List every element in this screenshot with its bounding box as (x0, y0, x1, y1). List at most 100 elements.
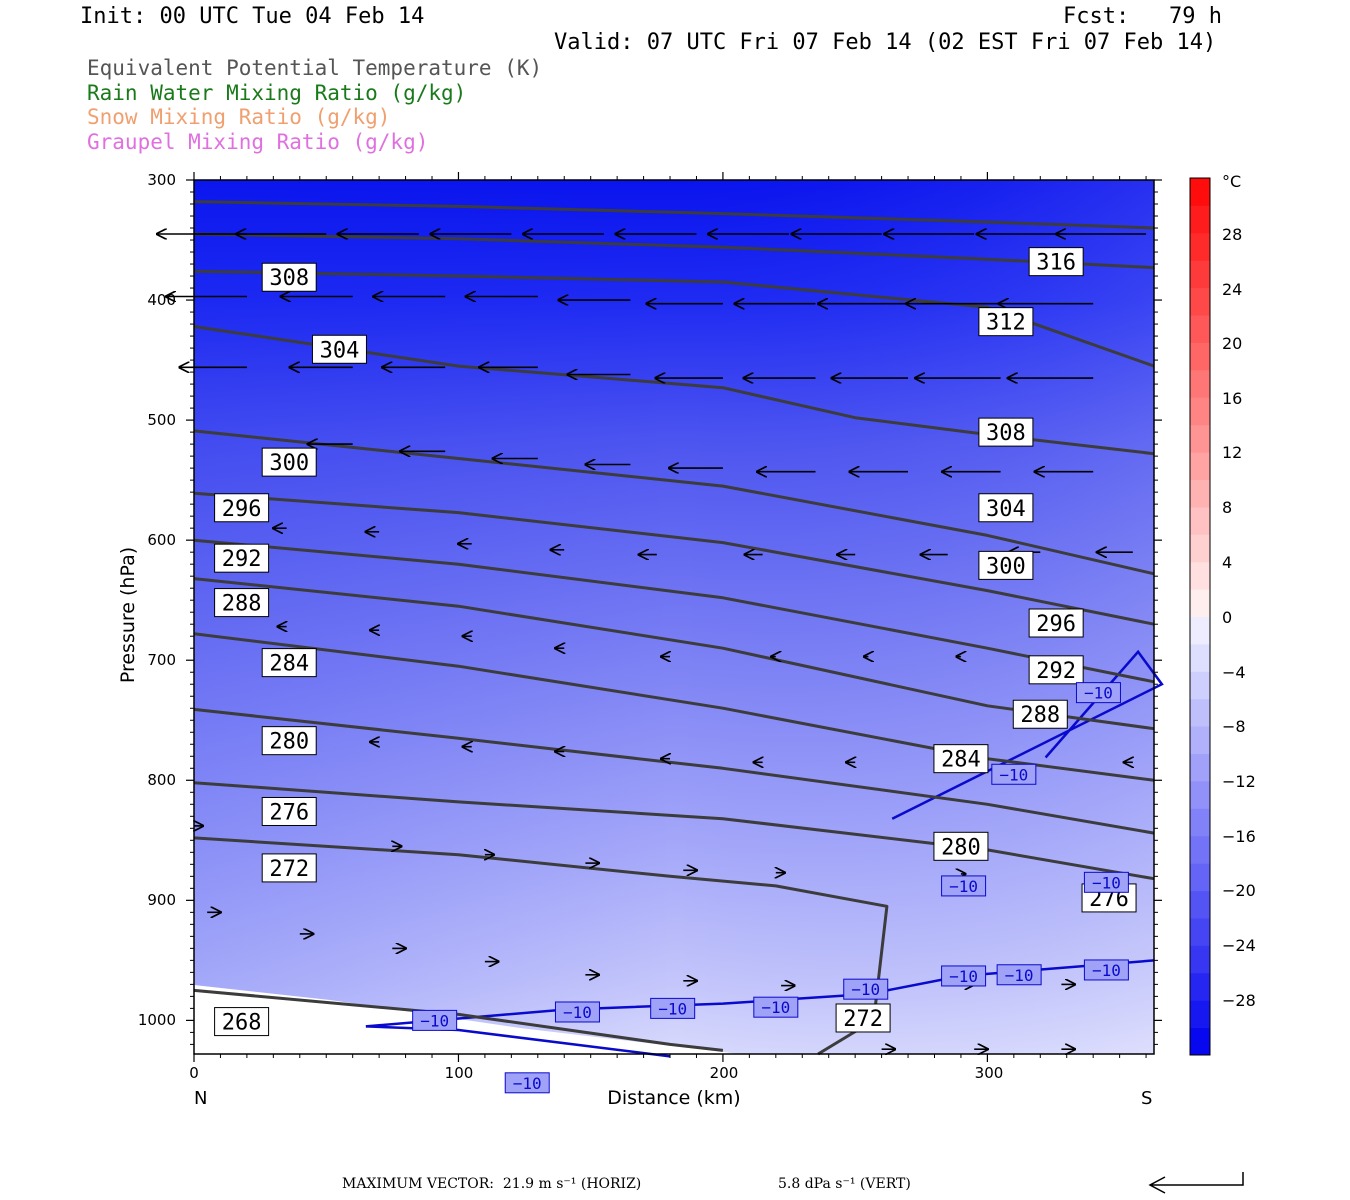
colorbar (1189, 177, 1211, 1056)
svg-text:280: 280 (269, 730, 309, 755)
colorbar-swatch (1190, 671, 1210, 700)
svg-text:316: 316 (1036, 251, 1076, 276)
svg-text:284: 284 (941, 748, 981, 773)
theta-e-label: 292 (1028, 655, 1084, 685)
svg-text:−10: −10 (563, 1003, 592, 1022)
svg-text:292: 292 (1036, 659, 1076, 684)
colorbar-label: 4 (1222, 553, 1233, 572)
plot-frame (193, 179, 1155, 1055)
colorbar-label: −20 (1222, 881, 1256, 900)
max-vector-horiz: MAXIMUM VECTOR: 21.9 m s⁻¹ (HORIZ) (342, 1176, 642, 1192)
x-tick-label: 100 (444, 1064, 474, 1082)
theta-e-label: 268 (214, 1007, 270, 1037)
colorbar-swatch (1190, 232, 1210, 261)
theta-e-label: 280 (261, 726, 317, 756)
colorbar-label: 12 (1222, 443, 1243, 462)
colorbar-swatch (1190, 808, 1210, 837)
colorbar-swatch (1190, 753, 1210, 782)
colorbar-label: −4 (1222, 663, 1246, 682)
theta-e-label: 272 (835, 1003, 891, 1033)
theta-e-contour (193, 429, 1155, 576)
theta-e-contour (193, 632, 1155, 782)
theta-e-label: 284 (933, 744, 989, 774)
svg-text:−10: −10 (1005, 966, 1034, 985)
theta-e-contour (193, 707, 1155, 835)
colorbar-swatch (1190, 890, 1210, 919)
svg-text:−10: −10 (513, 1074, 542, 1093)
x-tick-label: 300 (974, 1064, 1004, 1082)
svg-text:−10: −10 (1084, 684, 1113, 703)
axis-ticks (186, 172, 1162, 1062)
svg-text:280: 280 (941, 835, 981, 860)
svg-text:−10: −10 (1092, 961, 1121, 980)
valid-time: Valid: 07 UTC Fri 07 Feb 14 (02 EST Fri … (554, 30, 1217, 55)
isotherm-label: −10 (1083, 871, 1129, 893)
svg-text:300: 300 (986, 554, 1026, 579)
max-vector-vert: 5.8 dPa s⁻¹ (VERT) (778, 1176, 911, 1192)
theta-e-label: 316 (1028, 247, 1084, 277)
reference-vector-arrow (1148, 1172, 1244, 1194)
forecast-hour: Fcst: 79 h (1063, 4, 1222, 29)
svg-text:304: 304 (320, 338, 360, 363)
colorbar-swatch (1190, 616, 1210, 645)
colorbar-swatch (1190, 780, 1210, 809)
theta-e-label: 272 (261, 853, 317, 883)
theta-e-label: 300 (261, 447, 317, 477)
theta-e-label: 304 (311, 334, 367, 364)
colorbar-swatch (1190, 287, 1210, 316)
theta-e-contour (193, 491, 1155, 626)
svg-text:268: 268 (222, 1011, 262, 1036)
legend-snow: Snow Mixing Ratio (g/kg) (87, 105, 391, 129)
colorbar-swatch (1190, 589, 1210, 617)
colorbar-label: 8 (1222, 498, 1233, 517)
y-tick-label: 600 (147, 531, 176, 549)
y-tick-label: 1000 (137, 1011, 176, 1029)
theta-e-label: 288 (214, 588, 270, 618)
theta-e-label: 312 (978, 307, 1034, 337)
isotherm-contour (891, 649, 1164, 820)
colorbar-label: −28 (1222, 991, 1256, 1010)
isotherm-label: −10 (996, 964, 1042, 986)
x-axis-title: Distance (km) (607, 1087, 741, 1109)
isotherm-label: −10 (650, 997, 696, 1019)
svg-text:304: 304 (986, 497, 1026, 522)
y-tick-label: 500 (147, 411, 176, 429)
theta-e-label: 276 (261, 796, 317, 826)
colorbar-label: 16 (1222, 389, 1243, 408)
svg-text:296: 296 (222, 497, 262, 522)
isotherm-contour (365, 1025, 671, 1058)
colorbar-swatch (1190, 534, 1210, 563)
theta-e-label: 308 (978, 417, 1034, 447)
legend-theta-e: Equivalent Potential Temperature (K) (87, 56, 543, 80)
svg-text:−10: −10 (1092, 873, 1121, 892)
theta-e-label: 284 (261, 648, 317, 678)
theta-e-contour (193, 781, 1155, 881)
colorbar-label: −12 (1222, 772, 1256, 791)
colorbar-swatch (1190, 1000, 1210, 1029)
wind-vector-layer (157, 234, 1147, 1049)
x-end-label-south: S (1141, 1088, 1153, 1109)
init-time: Init: 00 UTC Tue 04 Feb 14 (80, 4, 425, 29)
theta-e-contour (193, 988, 724, 1052)
colorbar-label: 24 (1222, 280, 1243, 299)
svg-text:−10: −10 (949, 967, 978, 986)
svg-text:288: 288 (1020, 703, 1060, 728)
theta-e-contour (193, 269, 1155, 368)
colorbar-swatch (1190, 863, 1210, 892)
theta-e-label: 296 (1028, 608, 1084, 638)
colorbar-swatch (1190, 205, 1210, 234)
svg-text:288: 288 (222, 592, 262, 617)
svg-text:284: 284 (269, 652, 309, 677)
theta-e-label: 292 (214, 543, 270, 573)
svg-text:308: 308 (269, 266, 309, 291)
y-tick-label: 300 (147, 171, 176, 189)
colorbar-label: −8 (1222, 717, 1246, 736)
theta-e-label: 308 (261, 262, 317, 292)
colorbar-swatch (1190, 397, 1210, 426)
svg-text:−10: −10 (949, 877, 978, 896)
colorbar-label: 0 (1222, 608, 1233, 627)
colorbar-swatch (1190, 1027, 1210, 1056)
colorbar-label: −24 (1222, 936, 1256, 955)
x-end-label-north: N (194, 1088, 208, 1109)
